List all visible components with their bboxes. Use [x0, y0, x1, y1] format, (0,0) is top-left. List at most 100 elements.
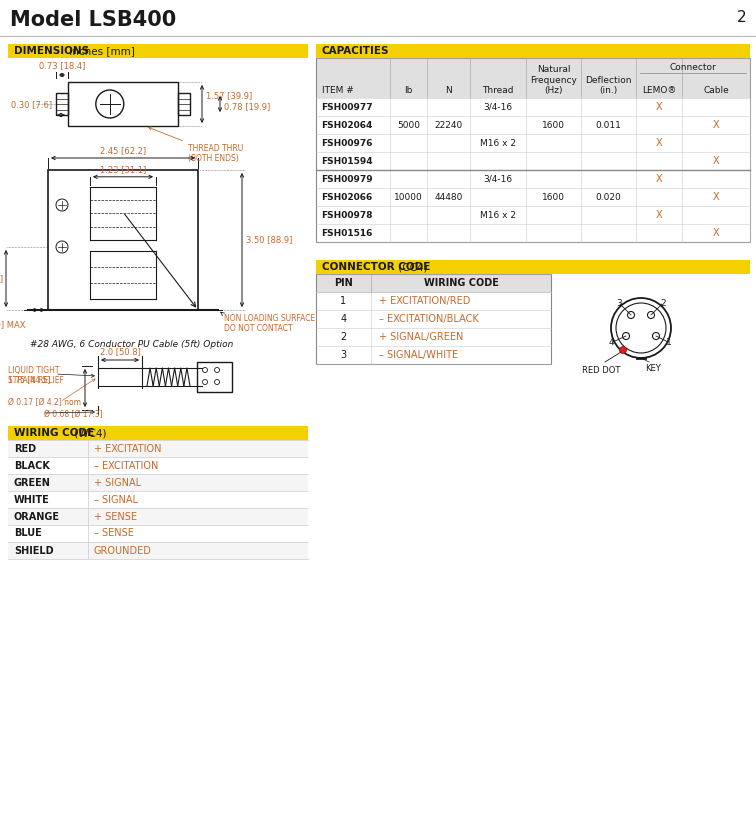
- Text: 3/4-16: 3/4-16: [483, 175, 513, 184]
- Text: 1: 1: [666, 338, 672, 347]
- Text: + SENSE: + SENSE: [94, 512, 137, 522]
- Bar: [8, 44, 308, 58]
- Text: 22240: 22240: [435, 120, 463, 129]
- Text: 4: 4: [609, 338, 615, 347]
- Text: Cable: Cable: [703, 86, 729, 95]
- Text: X: X: [655, 210, 662, 220]
- Text: Deflection
(in.): Deflection (in.): [585, 76, 632, 95]
- Text: FSH02066: FSH02066: [321, 193, 372, 202]
- Text: Ø 0.68 [Ø 17.3]: Ø 0.68 [Ø 17.3]: [44, 410, 103, 419]
- Text: FSH00977: FSH00977: [321, 102, 373, 111]
- Text: lb: lb: [404, 86, 413, 95]
- Text: GROUNDED: GROUNDED: [94, 545, 152, 555]
- Text: 0.73 [18.4]: 0.73 [18.4]: [39, 61, 85, 70]
- Text: 0.78 [19.9]: 0.78 [19.9]: [224, 101, 270, 110]
- Bar: [316, 224, 750, 242]
- Text: X: X: [713, 228, 719, 238]
- Text: LEMO®: LEMO®: [642, 86, 676, 95]
- Text: FSH00979: FSH00979: [321, 175, 373, 184]
- Text: 1600: 1600: [542, 120, 565, 129]
- Text: 5000: 5000: [397, 120, 420, 129]
- Text: 2.45 [62.2]: 2.45 [62.2]: [100, 146, 146, 155]
- Text: – EXCITATION: – EXCITATION: [94, 461, 158, 471]
- Text: 10000: 10000: [394, 193, 423, 202]
- Text: SHIELD: SHIELD: [14, 545, 54, 555]
- Text: CAPACITIES: CAPACITIES: [322, 46, 389, 56]
- Text: + SIGNAL: + SIGNAL: [94, 477, 141, 488]
- Text: (WC4): (WC4): [71, 428, 107, 438]
- Text: FSH00978: FSH00978: [321, 210, 373, 219]
- Bar: [316, 116, 750, 134]
- Text: 1.75 [44.5]: 1.75 [44.5]: [8, 376, 50, 385]
- Bar: [68, 82, 178, 126]
- Circle shape: [619, 347, 627, 353]
- Text: + EXCITATION: + EXCITATION: [94, 443, 162, 453]
- Text: 3: 3: [616, 299, 622, 308]
- Text: Thread: Thread: [482, 86, 514, 95]
- Bar: [197, 362, 232, 392]
- Bar: [8, 542, 308, 559]
- Text: + EXCITATION/RED: + EXCITATION/RED: [379, 296, 470, 306]
- Text: WIRING CODE: WIRING CODE: [423, 278, 498, 288]
- Text: 0.020: 0.020: [596, 193, 621, 202]
- Text: 1.75 [44.5]: 1.75 [44.5]: [0, 274, 3, 283]
- Text: – SIGNAL: – SIGNAL: [94, 494, 138, 504]
- Text: M16 x 2: M16 x 2: [480, 138, 516, 147]
- Bar: [316, 44, 750, 58]
- Text: 3: 3: [340, 350, 346, 360]
- Text: X: X: [713, 120, 719, 130]
- Text: Ø 0.17 [Ø 4.2] nom: Ø 0.17 [Ø 4.2] nom: [8, 398, 81, 407]
- Text: 1.23 [31.1]: 1.23 [31.1]: [100, 165, 146, 174]
- Text: THREAD THRU
(BOTH ENDS): THREAD THRU (BOTH ENDS): [148, 127, 243, 163]
- Text: X: X: [655, 102, 662, 112]
- Bar: [316, 310, 551, 328]
- Text: RED: RED: [14, 443, 36, 453]
- Text: FSH02064: FSH02064: [321, 120, 373, 129]
- Bar: [178, 93, 190, 115]
- Bar: [8, 525, 308, 542]
- Bar: [316, 152, 750, 170]
- Bar: [56, 93, 68, 115]
- Text: + SIGNAL/GREEN: + SIGNAL/GREEN: [379, 332, 463, 342]
- Text: inches [mm]: inches [mm]: [66, 46, 135, 56]
- Bar: [316, 98, 750, 116]
- Bar: [316, 260, 750, 274]
- Text: 3/4-16: 3/4-16: [483, 102, 513, 111]
- Text: Natural
Frequency
(Hz): Natural Frequency (Hz): [530, 65, 577, 95]
- Text: X: X: [655, 138, 662, 148]
- Text: #28 AWG, 6 Conductor PU Cable (5ft) Option: #28 AWG, 6 Conductor PU Cable (5ft) Opti…: [30, 340, 234, 349]
- Bar: [316, 328, 551, 346]
- Text: 0.30 [7.6]: 0.30 [7.6]: [11, 100, 52, 109]
- Text: KEY: KEY: [645, 364, 661, 373]
- Text: FSH01594: FSH01594: [321, 157, 373, 166]
- Bar: [316, 346, 551, 364]
- Text: LIQUID TIGHT
STRAIN RELIEF: LIQUID TIGHT STRAIN RELIEF: [8, 366, 64, 386]
- Bar: [8, 440, 308, 457]
- Text: 2: 2: [340, 332, 346, 342]
- Bar: [316, 134, 750, 152]
- Bar: [316, 292, 551, 310]
- Text: 4: 4: [340, 314, 346, 324]
- Bar: [48, 170, 198, 310]
- Text: 0.011: 0.011: [596, 120, 621, 129]
- Text: BLACK: BLACK: [14, 461, 50, 471]
- Text: PIN: PIN: [334, 278, 353, 288]
- Text: X: X: [655, 174, 662, 184]
- Text: Model LSB400: Model LSB400: [10, 10, 176, 30]
- Text: N: N: [445, 86, 452, 95]
- Text: NON LOADING SURFACE
DO NOT CONTACT: NON LOADING SURFACE DO NOT CONTACT: [224, 314, 315, 334]
- Text: X: X: [713, 192, 719, 202]
- Text: – EXCITATION/BLACK: – EXCITATION/BLACK: [379, 314, 479, 324]
- Text: M16 x 2: M16 x 2: [480, 210, 516, 219]
- Text: GREEN: GREEN: [14, 477, 51, 488]
- Text: FSH01516: FSH01516: [321, 228, 373, 237]
- Bar: [316, 274, 551, 364]
- Text: X: X: [713, 156, 719, 166]
- Bar: [316, 58, 750, 242]
- Bar: [8, 474, 308, 491]
- Text: 1.57 [39.9]: 1.57 [39.9]: [206, 91, 253, 100]
- Text: 2: 2: [736, 10, 746, 25]
- Text: 2.0 [50.8]: 2.0 [50.8]: [100, 347, 141, 356]
- Text: – SIGNAL/WHITE: – SIGNAL/WHITE: [379, 350, 458, 360]
- Bar: [316, 170, 750, 188]
